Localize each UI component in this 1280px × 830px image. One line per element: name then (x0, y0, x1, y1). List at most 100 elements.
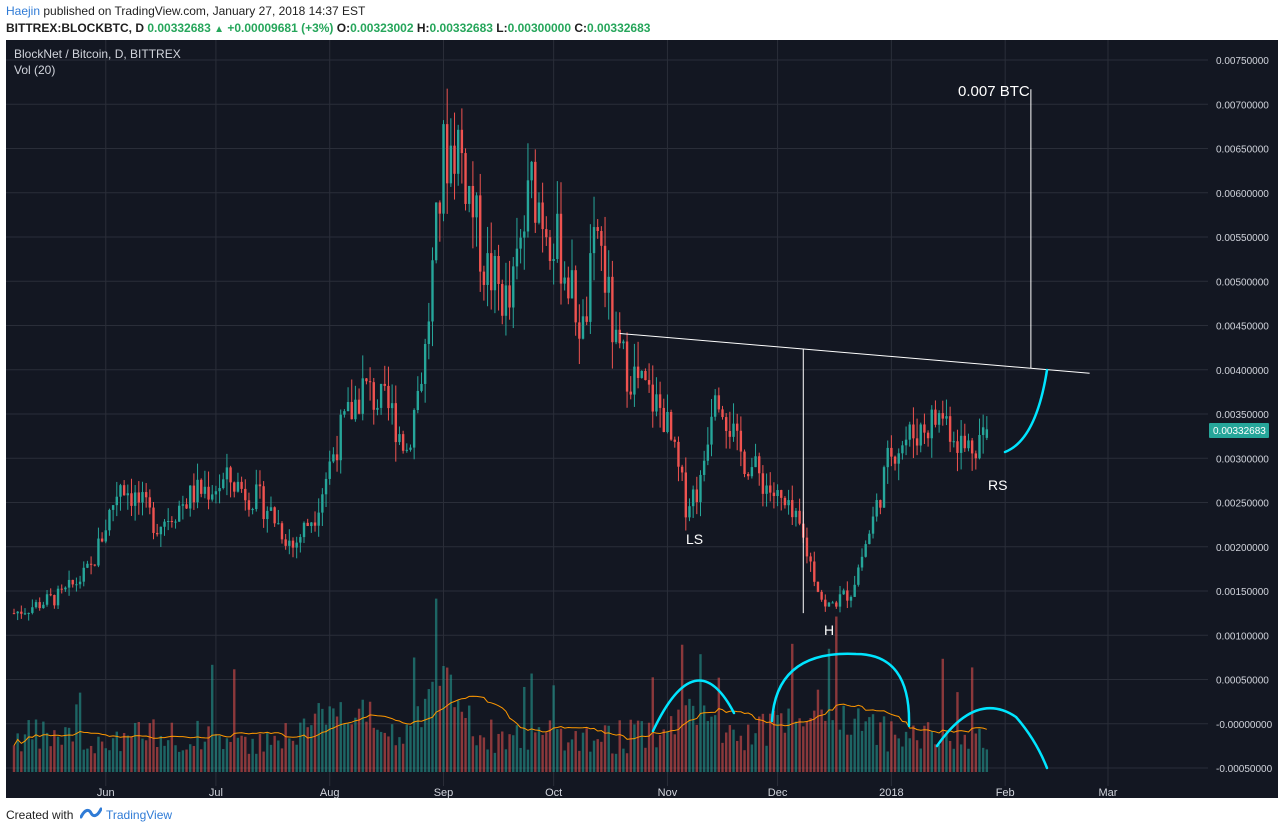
tradingview-logo-icon[interactable] (80, 805, 102, 821)
volume-bar (552, 685, 555, 772)
price-tick-label: 0.00250000 (1216, 499, 1269, 510)
candle-body (787, 500, 790, 506)
candle-body (431, 260, 434, 322)
candle-body (952, 441, 955, 443)
volume-bar (343, 723, 346, 772)
candle-body (669, 411, 673, 440)
candle-body (365, 378, 368, 382)
candle-body (930, 409, 933, 439)
volume-bar (273, 735, 276, 772)
volume-bar (86, 748, 89, 772)
candle-body (735, 423, 739, 431)
volume-bar (42, 721, 45, 772)
tradingview-brand-link[interactable]: TradingView (106, 808, 173, 822)
volume-bar (251, 738, 254, 772)
volume-bars (12, 598, 989, 772)
right-shoulder-projection-arc (1003, 368, 1049, 454)
candle-body (420, 383, 423, 391)
candle-body (357, 399, 361, 414)
volume-bar (717, 677, 721, 772)
candle-body (611, 276, 614, 343)
volume-bar (181, 750, 185, 772)
candle-body (769, 485, 772, 493)
volume-bar (596, 739, 599, 772)
volume-bar (313, 713, 317, 772)
volume-bar (574, 731, 577, 772)
candle-body (229, 467, 232, 483)
candle-body (985, 429, 989, 438)
volume-bar (636, 720, 640, 772)
volume-bar (405, 724, 409, 772)
volume-bar (879, 722, 882, 772)
author-link[interactable]: Haejin (6, 4, 41, 18)
time-tick-label: Jun (97, 787, 115, 798)
open-value: 0.00323002 (350, 21, 414, 35)
candle-body (236, 481, 240, 492)
candle-body (310, 522, 313, 527)
volume-bar (688, 698, 691, 772)
candle-body (868, 533, 871, 545)
time-tick-label: Nov (658, 787, 678, 798)
volume-bar (306, 727, 309, 772)
candle-body (442, 124, 445, 214)
low-value: 0.00300000 (507, 21, 572, 35)
volume-bar (365, 721, 368, 772)
volume-bar (629, 719, 632, 772)
volume-bar (523, 686, 526, 772)
volume-bar (438, 685, 442, 772)
volume-bar (857, 708, 860, 772)
candle-body (879, 500, 882, 508)
volume-bar (122, 732, 126, 772)
candle-body (677, 441, 680, 467)
volume-bar (390, 724, 394, 772)
candle-body (981, 427, 985, 435)
candle-body (765, 485, 768, 494)
volume-bar (974, 733, 978, 772)
volume-bar (526, 749, 530, 772)
volume-bar (750, 744, 754, 772)
price-axis[interactable]: 0.00750000 0.00700000 0.00650000 0.00600000… (1216, 56, 1273, 775)
time-tick-label: Oct (545, 787, 562, 798)
volume-bar (339, 702, 342, 772)
volume-bar (468, 705, 471, 772)
volume-bar (299, 722, 302, 772)
volume-bar (985, 749, 989, 772)
candle-body (504, 285, 508, 316)
candle-body (409, 447, 412, 450)
candle-body (317, 512, 320, 526)
candle-body (754, 456, 757, 468)
candle-body (255, 484, 258, 510)
volume-bar (578, 750, 581, 772)
volume-bar (662, 729, 665, 772)
price-chart-svg[interactable]: 0.00750000 0.00700000 0.00650000 0.00600000… (6, 40, 1278, 799)
volume-bar (258, 733, 262, 772)
candle-body (211, 494, 214, 500)
time-axis[interactable]: Jun Jul Aug Sep Oct Nov Dec 2018 Feb Mar (97, 787, 1118, 799)
candle-body (174, 521, 177, 523)
volume-bar (409, 725, 412, 772)
candle-body (794, 510, 798, 518)
candle-body (732, 423, 735, 437)
candle-body (831, 602, 834, 604)
volume-bar (618, 720, 621, 772)
candle-body (97, 538, 100, 566)
candle-body (574, 270, 577, 323)
time-tick-label: Mar (1098, 787, 1117, 798)
volume-bar (765, 745, 768, 772)
candle-body (647, 380, 651, 385)
volume-bar (310, 725, 313, 772)
candle-body (203, 486, 207, 494)
candle-body (148, 497, 152, 508)
price-tick-label: -0.00000000 (1216, 720, 1273, 731)
candle-body (343, 411, 346, 415)
symbol-name: BITTREX:BLOCKBTC, D (6, 21, 144, 35)
candle-body (277, 523, 280, 525)
volume-bar (739, 735, 743, 772)
volume-bar (669, 716, 673, 772)
candle-body (644, 370, 647, 381)
candle-body (200, 479, 203, 494)
chart-area[interactable]: 0.00750000 0.00700000 0.00650000 0.00600000… (6, 40, 1278, 799)
price-change: +0.00009681 (+3%) (227, 21, 334, 35)
volume-bar (695, 724, 699, 772)
candle-body (581, 316, 585, 339)
